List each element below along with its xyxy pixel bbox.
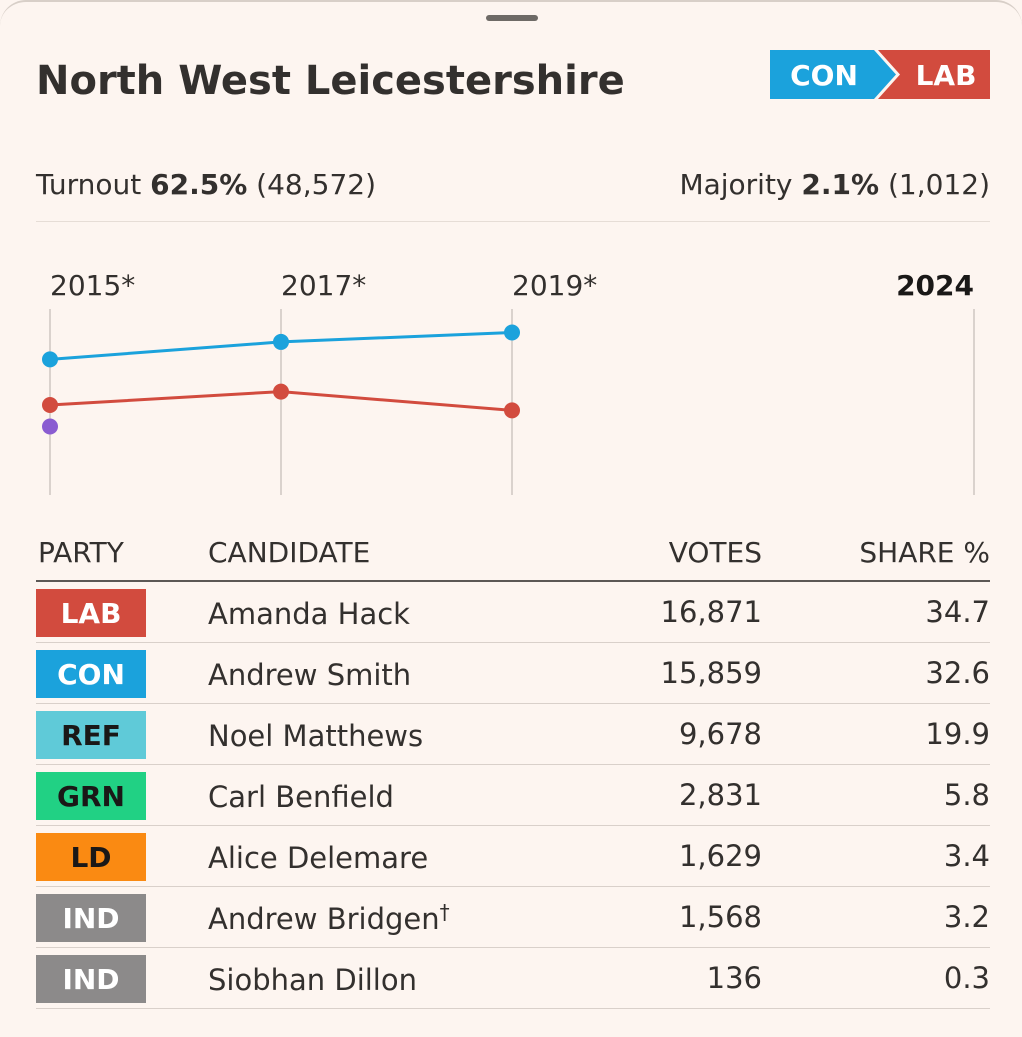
series-point bbox=[42, 397, 58, 414]
constituency-title: North West Leicestershire bbox=[36, 58, 625, 104]
turnout: Turnout 62.5% (48,572) bbox=[36, 168, 376, 201]
series-point bbox=[42, 418, 58, 435]
series-point bbox=[273, 383, 289, 400]
table-row: IND Siobhan Dillon 136 0.3 bbox=[36, 948, 990, 1009]
candidate-name: Siobhan Dillon bbox=[208, 963, 417, 997]
candidate-name: Andrew Smith bbox=[208, 658, 412, 692]
table-row: REF Noel Matthews 9,678 19.9 bbox=[36, 704, 990, 765]
table-row: GRN Carl Benfield 2,831 5.8 bbox=[36, 765, 990, 826]
candidate-name: Carl Benfield bbox=[208, 780, 394, 814]
seat-change-badge: CON LAB bbox=[770, 50, 990, 99]
seat-change-to-shape bbox=[878, 50, 990, 99]
results-table: PARTY CANDIDATE VOTES SHARE % LAB Amanda… bbox=[36, 532, 990, 1009]
candidate-share: 3.2 bbox=[943, 900, 990, 934]
majority-pct: 2.1% bbox=[801, 168, 880, 201]
candidate-name: Amanda Hack bbox=[208, 597, 410, 631]
table-row: IND Andrew Bridgen† 1,568 3.2 bbox=[36, 887, 990, 948]
candidate-votes: 15,859 bbox=[660, 656, 762, 690]
candidate-votes: 1,568 bbox=[678, 900, 762, 934]
stats-row: Turnout 62.5% (48,572) Majority 2.1% (1,… bbox=[36, 168, 990, 208]
candidate-votes: 16,871 bbox=[660, 595, 762, 629]
candidate-share: 32.6 bbox=[925, 656, 990, 690]
candidate-name: Noel Matthews bbox=[208, 719, 424, 753]
header-party: PARTY bbox=[38, 536, 124, 569]
series-point bbox=[504, 402, 520, 419]
seat-change-to: LAB bbox=[916, 59, 977, 92]
party-badge: REF bbox=[36, 711, 146, 759]
candidate-share: 5.8 bbox=[943, 778, 990, 812]
seat-change-from: CON bbox=[790, 59, 858, 92]
candidate-name: Alice Delemare bbox=[208, 841, 429, 875]
year-label: 2017* bbox=[281, 269, 366, 302]
year-label: 2015* bbox=[50, 269, 135, 302]
table-row: CON Andrew Smith 15,859 32.6 bbox=[36, 643, 990, 704]
candidate-votes: 1,629 bbox=[678, 839, 762, 873]
majority-votes: (1,012) bbox=[887, 168, 990, 201]
candidate-name: Andrew Bridgen† bbox=[208, 900, 450, 936]
seat-change-from-shape bbox=[770, 50, 896, 99]
candidate-share: 3.4 bbox=[943, 839, 990, 873]
series-point bbox=[42, 351, 58, 368]
history-chart: 2015* 2017* 2019* 2024 bbox=[0, 257, 1022, 502]
table-row: LAB Amanda Hack 16,871 34.7 bbox=[36, 582, 990, 643]
drag-handle[interactable] bbox=[486, 15, 538, 21]
table-row: LD Alice Delemare 1,629 3.4 bbox=[36, 826, 990, 887]
candidate-votes: 9,678 bbox=[678, 717, 762, 751]
table-header: PARTY CANDIDATE VOTES SHARE % bbox=[36, 532, 990, 582]
candidate-share: 19.9 bbox=[925, 717, 990, 751]
year-label: 2024 bbox=[896, 269, 974, 302]
party-badge: LAB bbox=[36, 589, 146, 637]
candidate-share: 0.3 bbox=[943, 961, 990, 995]
candidate-votes: 136 bbox=[706, 961, 762, 995]
majority: Majority 2.1% (1,012) bbox=[679, 168, 990, 201]
header-votes: VOTES bbox=[668, 536, 762, 569]
year-label: 2019* bbox=[512, 269, 597, 302]
series-point bbox=[504, 324, 520, 341]
party-badge: GRN bbox=[36, 772, 146, 820]
candidate-votes: 2,831 bbox=[678, 778, 762, 812]
header-candidate: CANDIDATE bbox=[208, 536, 371, 569]
header-share: SHARE % bbox=[859, 536, 990, 569]
turnout-label: Turnout bbox=[36, 168, 142, 201]
turnout-votes: (48,572) bbox=[256, 168, 376, 201]
candidate-share: 34.7 bbox=[925, 595, 990, 629]
history-chart-svg: 2015* 2017* 2019* 2024 bbox=[42, 269, 975, 495]
majority-label: Majority bbox=[679, 168, 793, 201]
party-badge: IND bbox=[36, 894, 146, 942]
party-badge: IND bbox=[36, 955, 146, 1003]
stats-divider bbox=[36, 221, 990, 222]
party-badge: CON bbox=[36, 650, 146, 698]
party-badge: LD bbox=[36, 833, 146, 881]
series-point bbox=[273, 333, 289, 350]
turnout-pct: 62.5% bbox=[150, 168, 248, 201]
